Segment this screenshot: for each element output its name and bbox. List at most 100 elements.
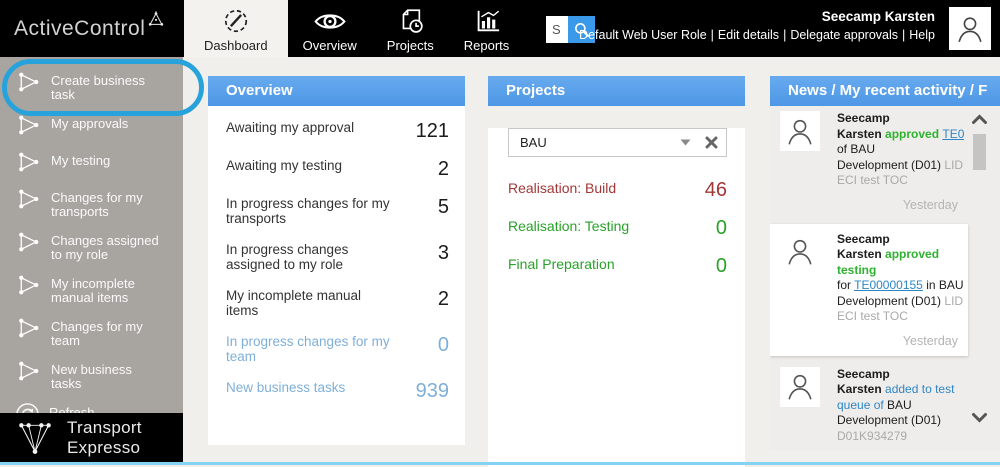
tab-reports[interactable]: Reports — [449, 0, 525, 57]
chevron-down-icon[interactable] — [680, 139, 691, 146]
triangle-node-icon — [15, 316, 42, 340]
overview-row[interactable]: New business tasks 939 — [208, 372, 465, 410]
news-text-segment: in BAU — [922, 278, 964, 292]
projects-row[interactable]: Realisation: Testing 0 — [488, 209, 745, 247]
sidebar-item-label: New business tasks — [51, 362, 132, 391]
triangle-node-icon — [15, 230, 42, 254]
overview-row-value: 939 — [415, 380, 449, 402]
tab-projects[interactable]: Projects — [372, 0, 449, 57]
overview-row-value: 5 — [437, 196, 449, 218]
news-timestamp: Yesterday — [902, 333, 958, 348]
news-text-segment: Development (D01) — [837, 413, 942, 427]
news-timestamp: Yesterday — [902, 197, 958, 212]
search-button[interactable] — [568, 16, 595, 43]
project-filter-value: BAU — [520, 135, 547, 150]
link-separator: | — [710, 28, 714, 42]
sidebar-item-my-approvals[interactable]: My approvals — [0, 115, 183, 139]
delegate-approvals-link[interactable]: Delegate approvals — [790, 28, 899, 42]
overview-row-value: 121 — [415, 120, 449, 142]
overview-panel-title: Overview — [208, 76, 465, 106]
news-text-segment: LIDL — [944, 157, 964, 172]
scroll-down-icon[interactable] — [971, 412, 988, 423]
news-entry: Seecamp Karsten added to test queue of BAU… — [770, 362, 968, 451]
dashboard-icon — [222, 6, 250, 36]
clear-filter-icon[interactable] — [705, 136, 718, 149]
news-scrollbar — [968, 106, 994, 450]
triangle-node-icon — [15, 273, 42, 297]
projects-panel: Projects BAU Realisation: Build 46 Realisa… — [488, 76, 745, 467]
overview-row-value: 3 — [437, 242, 449, 264]
news-link[interactable]: TE0000 — [942, 126, 964, 141]
user-avatar[interactable] — [949, 7, 991, 50]
news-entry-text: Seecamp Karsten approved testing for TE0000… — [837, 232, 964, 325]
news-text-segment: Seecamp — [837, 111, 890, 125]
sidebar-item-new-business-tasks[interactable]: New business tasks — [0, 361, 183, 391]
user-links: Default Web User Role | Edit details | Deleg… — [579, 28, 935, 42]
news-text-segment: ECI test TOC — [837, 309, 908, 323]
news-text-segment: Karsten — [837, 126, 886, 141]
search-input[interactable] — [546, 16, 568, 43]
tab-dashboard[interactable]: Dashboard — [184, 0, 288, 57]
news-text-segment: Development (D01) — [837, 157, 945, 172]
tab-label: Reports — [463, 38, 510, 53]
overview-row[interactable]: In progress changes assigned to my role 3 — [208, 234, 465, 280]
sidebar-item-label: My incomplete manual items — [51, 276, 135, 305]
main-nav-tabs: Dashboard Overview Projects Reports — [184, 0, 524, 57]
news-entry-text: Seecamp Karsten added to test queue of BAU… — [837, 367, 964, 445]
projects-row-value: 0 — [715, 255, 727, 277]
projects-panel-body: BAU Realisation: Build 46 Realisation: Tes… — [488, 128, 745, 467]
overview-row[interactable]: Awaiting my testing 2 — [208, 150, 465, 188]
tab-label: Projects — [386, 38, 434, 53]
sidebar-nav: Create business task My approvals My testi… — [0, 57, 183, 426]
sidebar-item-label: My testing — [51, 153, 111, 168]
news-text-segment: approved — [885, 247, 940, 261]
sidebar-item-changes-assigned-to-my-role[interactable]: Changes assigned to my role — [0, 232, 183, 262]
default-web-user-role-link[interactable]: Default Web User Role — [579, 28, 707, 42]
overview-row[interactable]: My incomplete manual items 2 — [208, 280, 465, 326]
help-link[interactable]: Help — [909, 28, 935, 42]
news-link[interactable]: added to test — [885, 382, 955, 396]
tab-label: Dashboard — [204, 38, 268, 53]
projects-row-value: 46 — [704, 179, 727, 201]
overview-row-value: 2 — [437, 288, 449, 310]
news-entry-body: Seecamp Karsten added to test queue of BAU… — [780, 366, 964, 445]
news-link[interactable]: queue of — [837, 397, 888, 412]
sidebar-item-create-business-task[interactable]: Create business task — [0, 72, 183, 102]
news-text-segment: Karsten — [837, 247, 886, 261]
edit-details-link[interactable]: Edit details — [717, 28, 780, 42]
sidebar-item-my-testing[interactable]: My testing — [0, 152, 183, 176]
sidebar-item-changes-for-my-team[interactable]: Changes for my team — [0, 318, 183, 348]
news-panel: News / My recent activity / F Seecamp Kar… — [770, 76, 1000, 450]
sidebar-item-my-incomplete-manual-items[interactable]: My incomplete manual items — [0, 275, 183, 305]
news-text-segment: Seecamp — [837, 231, 890, 246]
news-link[interactable]: TE00000155 — [854, 278, 923, 292]
news-timestamp: Yesterday — [780, 444, 964, 450]
overview-row-label: In progress changes for my transports — [226, 196, 390, 226]
projects-row-label: Final Preparation — [508, 256, 615, 272]
overview-row[interactable]: Awaiting my approval 121 — [208, 112, 465, 150]
projects-row[interactable]: Realisation: Build 46 — [488, 171, 745, 209]
triangle-node-icon — [15, 359, 42, 383]
overview-row[interactable]: In progress changes for my team 0 — [208, 326, 465, 372]
news-text-segment: for — [837, 278, 855, 292]
news-text-segment: testing — [837, 262, 877, 277]
overview-row-value: 2 — [437, 158, 449, 180]
sidebar-item-label: Changes for my team — [51, 319, 143, 348]
overview-row[interactable]: In progress changes for my transports 5 — [208, 188, 465, 234]
overview-row-label: My incomplete manual items — [226, 288, 362, 318]
project-filter-select[interactable]: BAU — [508, 128, 727, 157]
triangle-node-icon — [15, 113, 42, 137]
scrollbar-thumb[interactable] — [973, 134, 986, 170]
top-header-bar: ActiveControl Dashboard Overview Projects R… — [0, 0, 1000, 57]
projects-row[interactable]: Final Preparation 0 — [488, 247, 745, 285]
overview-row-label: New business tasks — [226, 380, 346, 395]
sidebar-item-label: My approvals — [51, 116, 129, 131]
news-text-segment: BAU — [887, 397, 912, 412]
tab-overview[interactable]: Overview — [288, 0, 372, 57]
sidebar-item-changes-for-my-transports[interactable]: Changes for my transports — [0, 189, 183, 219]
reports-icon — [473, 6, 501, 36]
scroll-up-icon[interactable] — [971, 114, 988, 125]
